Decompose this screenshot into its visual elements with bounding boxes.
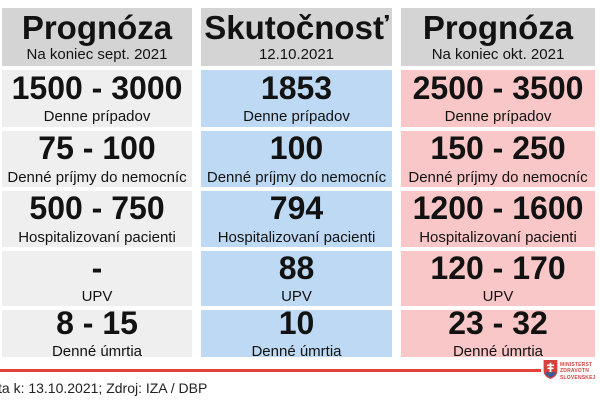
cell-daily-cases-forecast-okt: 2500 - 3500 Denne prípadov xyxy=(401,70,595,127)
cell-value: 1200 - 1600 xyxy=(412,190,584,227)
cell-upv-forecast-okt: 120 - 170 UPV xyxy=(401,251,595,306)
cell-label: Denné úmrtia xyxy=(251,343,342,361)
ministry-logo-line: SLOVENSKEJ xyxy=(560,374,596,381)
cell-label: Denné príjmy do nemocníc xyxy=(408,168,588,186)
cell-label: Denné príjmy do nemocníc xyxy=(7,168,187,186)
cell-daily-cases-actual: 1853 Denne prípadov xyxy=(201,70,392,127)
column-title: Prognóza xyxy=(422,8,574,46)
cell-value: 23 - 32 xyxy=(448,304,548,341)
cell-label: Denne prípadov xyxy=(43,108,151,126)
column-title: Skutočnosť xyxy=(204,8,389,46)
cell-label: Denné úmrtia xyxy=(51,343,143,361)
divider-line xyxy=(0,369,541,372)
cell-label: Hospitalizovaní pacienti xyxy=(217,228,376,246)
cell-deaths-forecast-okt: 23 - 32 Denné úmrtia xyxy=(401,304,595,361)
cell-label: Denné príjmy do nemocníc xyxy=(206,168,387,186)
cell-label: UPV xyxy=(281,288,312,306)
cell-deaths-actual: 10 Denné úmrtia xyxy=(201,304,392,361)
column-header-forecast-okt: Prognóza Na koniec okt. 2021 xyxy=(401,8,595,66)
cell-label: Denné úmrtia xyxy=(452,343,544,361)
cell-admissions-actual: 100 Denné príjmy do nemocníc xyxy=(201,131,392,187)
cell-daily-cases-forecast-sept: 1500 - 3000 Denne prípadov xyxy=(2,70,192,127)
ministry-logo-line: MINISTERST xyxy=(560,362,593,368)
cell-label: Denne prípadov xyxy=(243,108,350,126)
cell-value: 150 - 250 xyxy=(430,130,566,167)
cell-value: 2500 - 3500 xyxy=(412,69,584,106)
source-note: ta k: 13.10.2021; Zdroj: IZA / DBP xyxy=(0,380,208,396)
cell-value: 100 xyxy=(269,130,324,167)
column-subtitle: 12.10.2021 xyxy=(258,46,335,64)
cell-value: - xyxy=(91,249,103,286)
cell-hospitalized-forecast-sept: 500 - 750 Hospitalizovaní pacienti xyxy=(2,191,192,247)
column-subtitle: Na koniec sept. 2021 xyxy=(26,46,168,64)
cell-value: 1500 - 3000 xyxy=(11,69,183,106)
cell-hospitalized-forecast-okt: 1200 - 1600 Hospitalizovaní pacienti xyxy=(401,191,595,247)
column-header-forecast-sept: Prognóza Na koniec sept. 2021 xyxy=(2,8,192,66)
cell-admissions-forecast-okt: 150 - 250 Denné príjmy do nemocníc xyxy=(401,131,595,187)
ministry-logo-text: MINISTERST ZDRAVOTN SLOVENSKEJ xyxy=(560,360,596,381)
cell-value: 10 xyxy=(278,304,315,341)
column-header-actual: Skutočnosť 12.10.2021 xyxy=(201,8,392,66)
cell-upv-actual: 88 UPV xyxy=(201,251,392,306)
cell-upv-forecast-sept: - UPV xyxy=(2,251,192,306)
cell-hospitalized-actual: 794 Hospitalizovaní pacienti xyxy=(201,191,392,247)
cell-value: 500 - 750 xyxy=(29,190,165,227)
cell-label: Denne prípadov xyxy=(444,108,552,126)
column-title: Prognóza xyxy=(21,8,173,46)
column-subtitle: Na koniec okt. 2021 xyxy=(431,46,565,64)
cell-value: 794 xyxy=(269,190,324,227)
cell-value: 8 - 15 xyxy=(56,304,138,341)
cell-deaths-forecast-sept: 8 - 15 Denné úmrtia xyxy=(2,304,192,361)
ministry-logo-line: ZDRAVOTN xyxy=(560,368,590,375)
ministry-of-health-logo: MINISTERST ZDRAVOTN SLOVENSKEJ xyxy=(543,360,596,381)
slovak-coat-of-arms-icon xyxy=(543,360,558,379)
forecast-table: Prognóza Na koniec sept. 2021 Skutočnosť… xyxy=(2,8,595,361)
cell-label: Hospitalizovaní pacienti xyxy=(18,228,176,246)
cell-label: UPV xyxy=(81,288,113,306)
cell-value: 88 xyxy=(278,249,315,286)
cell-value: 120 - 170 xyxy=(430,249,566,286)
cell-label: Hospitalizovaní pacienti xyxy=(419,228,577,246)
cell-value: 75 - 100 xyxy=(38,130,156,167)
cell-admissions-forecast-sept: 75 - 100 Denné príjmy do nemocníc xyxy=(2,131,192,187)
cell-label: UPV xyxy=(482,288,514,306)
cell-value: 1853 xyxy=(260,69,333,106)
